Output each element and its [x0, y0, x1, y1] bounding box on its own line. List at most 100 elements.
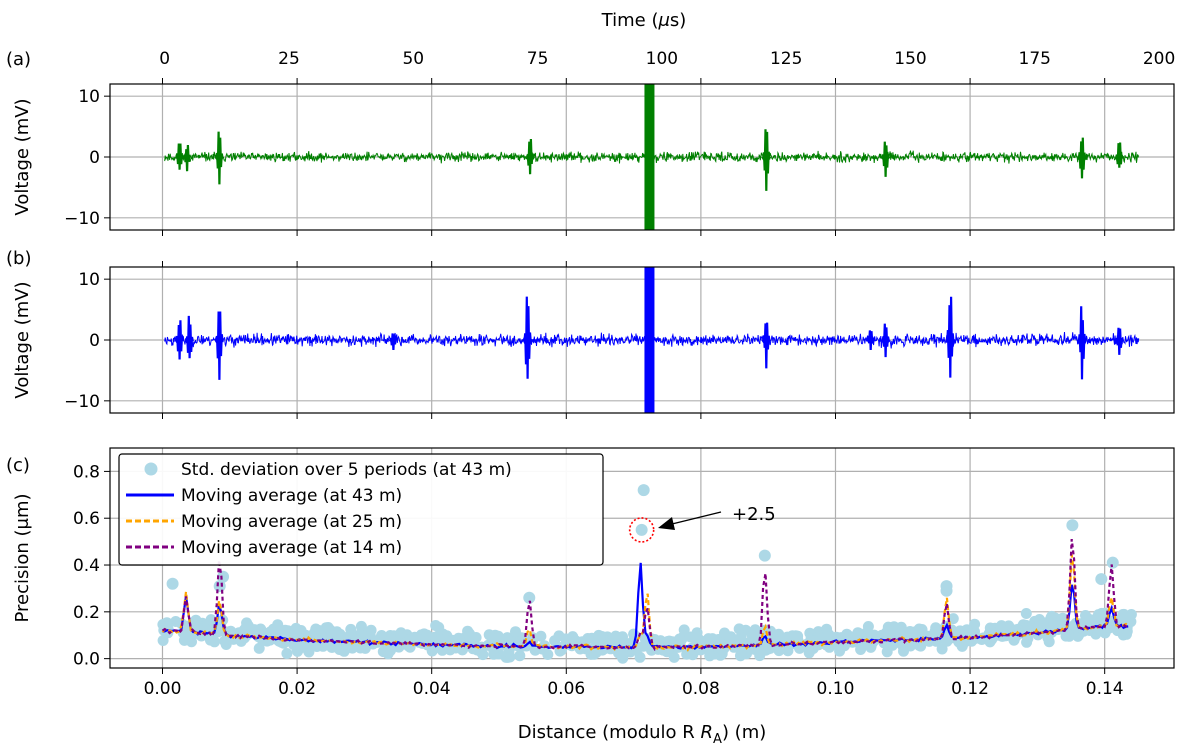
moving-average-14m-line [161, 538, 1129, 651]
std-deviation-point [1034, 614, 1045, 625]
std-deviation-point [217, 570, 230, 583]
moving-average-25m-line [161, 554, 1129, 652]
signal-burst [866, 330, 876, 350]
top-tick-label: 100 [646, 49, 678, 69]
std-deviation-point [329, 628, 341, 640]
std-deviation-point [510, 626, 521, 638]
std-deviation-point [719, 627, 730, 639]
annotation-arrow [671, 511, 722, 525]
legend-label-25m: Moving average (at 25 m) [181, 512, 402, 532]
y-tick-label: 0.6 [73, 509, 100, 529]
x-tick-label: 0.12 [951, 679, 989, 699]
std-deviation-point [1106, 621, 1118, 633]
std-deviation-point [166, 577, 179, 590]
std-deviation-point [947, 613, 959, 625]
std-deviation-point [1095, 573, 1108, 586]
std-deviation-point [970, 632, 981, 644]
std-deviation-point [542, 649, 554, 660]
panel-c-label: (c) [6, 455, 30, 476]
std-deviation-point [514, 650, 526, 662]
panel-b-ylabel: Voltage (mV) [12, 281, 33, 398]
std-deviation-point [1020, 608, 1032, 619]
annotation: +2.5 [628, 504, 776, 543]
panel-a-frame [109, 83, 1175, 231]
std-deviation-point [1008, 634, 1020, 646]
panel-b: (b) Voltage (mV) 10 0 −10 [6, 248, 1175, 419]
std-deviation-point [1093, 609, 1104, 621]
signal-burst [174, 320, 184, 360]
std-deviation-point [549, 635, 561, 647]
highlight-circle [628, 517, 655, 543]
y-tick-label: −10 [64, 209, 100, 229]
std-deviation-point [395, 627, 407, 639]
x-tick-label: 0.06 [547, 679, 585, 699]
std-deviation-point [733, 623, 745, 635]
std-deviation-point [488, 648, 500, 660]
std-deviation-point [929, 626, 941, 638]
panel-b-frame [109, 266, 1175, 414]
std-deviation-point [209, 636, 220, 648]
signal-burst [761, 322, 772, 369]
std-deviation-point [523, 591, 536, 604]
panel-a-ylabel: Voltage (mV) [12, 98, 33, 215]
x-tick-label: 0.02 [278, 679, 316, 699]
std-deviation-point [594, 632, 606, 644]
panel-a: (a) Voltage (mV) 100−100 25 50 75 100 125 150 1… [6, 49, 1175, 236]
signal-burst [214, 311, 224, 380]
panel-c-ticks: 0.00 0.02 0.04 0.06 0.08 0.10 0.12 0.14 0.8 0.6 0.… [73, 462, 1124, 699]
panel-c: (c) Precision (μm) 0.00 0.02 0.04 0.06 0.08 0… [6, 447, 1175, 745]
y-tick-label: −10 [64, 392, 100, 412]
top-tick-label: 200 [1143, 49, 1175, 69]
panel-a-bursts [174, 84, 1124, 230]
top-tick-label: 75 [527, 49, 549, 69]
panel-b-ticks: 10 0 −10 [64, 261, 1106, 419]
top-tick-label: 0 [159, 49, 170, 69]
y-tick-label: 0.0 [73, 650, 100, 670]
std-deviation-point [1121, 628, 1132, 640]
signal-burst [1077, 137, 1087, 179]
std-deviation-point [681, 648, 693, 660]
signal-burst [644, 84, 655, 230]
std-deviation-point [433, 621, 445, 633]
y-tick-label: 0 [89, 331, 100, 351]
panel-b-grid [110, 267, 1174, 413]
top-tick-label: 50 [402, 49, 424, 69]
std-deviation-point [685, 631, 697, 643]
y-tick-label: 10 [78, 87, 100, 107]
x-tick-label: 0.14 [1086, 679, 1124, 699]
std-deviation-point [1106, 556, 1119, 569]
std-deviation-point [501, 632, 513, 644]
legend-marker-std-deviation [144, 462, 158, 476]
std-deviation-point [822, 631, 833, 643]
y-tick-label: 0.8 [73, 462, 100, 482]
signal-burst [880, 141, 891, 177]
std-deviation-point [758, 549, 771, 562]
legend-label-14m: Moving average (at 14 m) [181, 538, 402, 558]
std-deviation-point [1066, 519, 1079, 532]
signal-burst [182, 144, 192, 172]
legend-label-std-deviation: Std. deviation over 5 periods (at 43 m) [181, 460, 512, 480]
legend: Std. deviation over 5 periods (at 43 m) … [118, 453, 604, 566]
std-deviation-point [243, 623, 255, 635]
top-tick-label: 175 [1019, 49, 1051, 69]
signal-burst [522, 296, 533, 379]
top-tick-label: 25 [278, 49, 300, 69]
distance-axis-title: Distance (modulo R RA) (m) [518, 722, 767, 745]
std-deviation-point [969, 618, 981, 630]
signal-burst [184, 315, 194, 359]
signal-burst [1076, 306, 1087, 380]
std-deviation-point [898, 645, 909, 657]
std-deviation-point [219, 635, 231, 647]
std-deviation-point [803, 647, 815, 659]
signal-burst [945, 296, 956, 378]
std-deviation-point [483, 629, 495, 641]
std-deviation-point [364, 629, 376, 641]
panel-b-label: (b) [6, 248, 31, 269]
signal-burst [388, 333, 398, 351]
signal-burst [644, 267, 655, 413]
std-deviation-point [463, 630, 475, 642]
signal-burst [174, 143, 184, 170]
signal-burst [525, 138, 535, 175]
top-tick-label: 150 [894, 49, 926, 69]
